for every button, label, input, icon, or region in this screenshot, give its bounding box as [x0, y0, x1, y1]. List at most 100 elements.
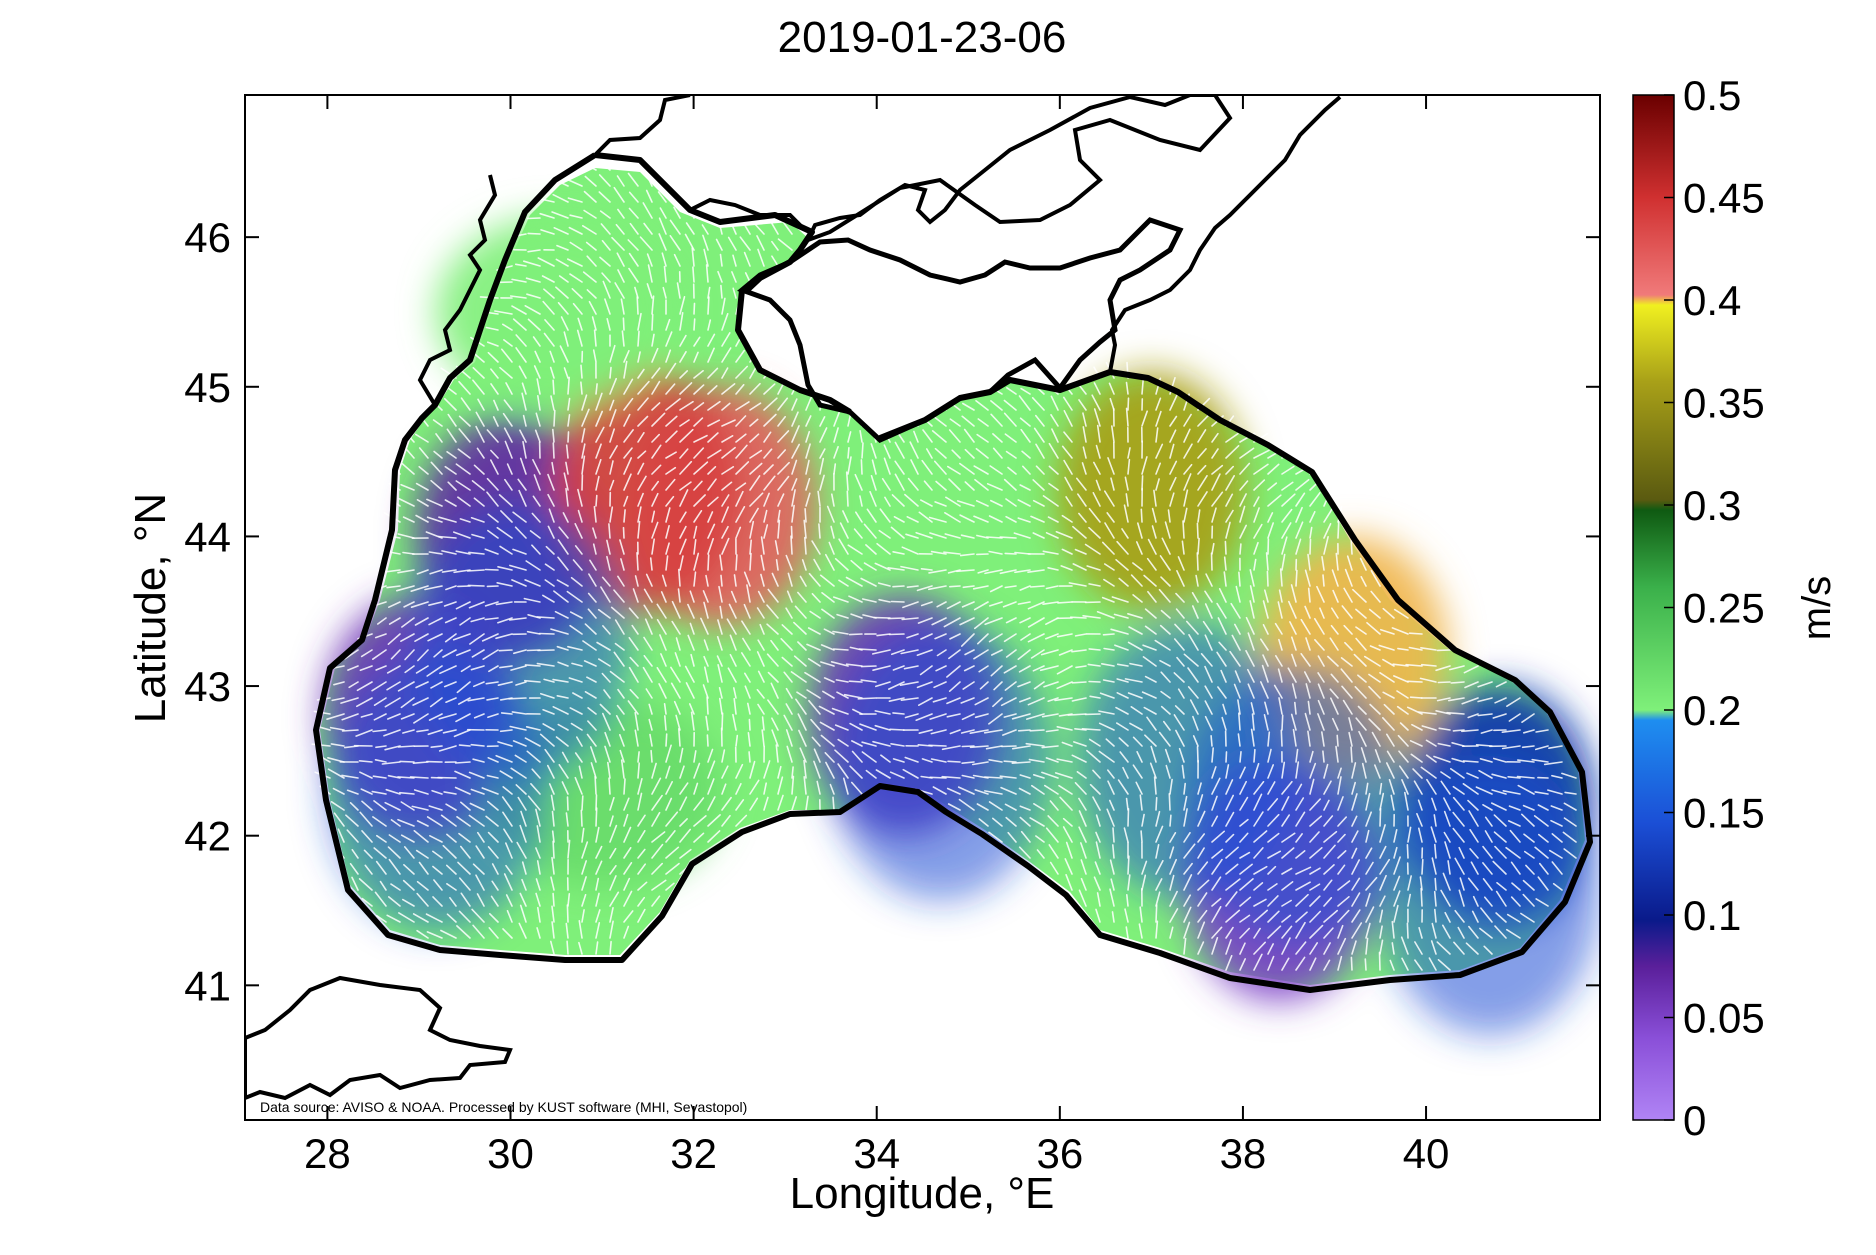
velocity-arrow — [819, 524, 820, 538]
velocity-arrow — [581, 382, 582, 394]
velocity-arrow — [1351, 541, 1352, 554]
velocity-arrow — [1365, 959, 1366, 970]
velocity-arrow — [502, 713, 512, 714]
colorbar-tick-label: 0.1 — [1683, 892, 1741, 939]
y-tick-label: 44 — [184, 513, 231, 560]
velocity-arrow — [1019, 730, 1030, 731]
velocity-arrow — [1198, 747, 1199, 762]
y-tick-label: 46 — [184, 214, 231, 261]
velocity-arrow — [609, 524, 610, 538]
velocity-arrow — [528, 233, 540, 234]
velocity-arrow — [1169, 794, 1170, 810]
velocity-arrow — [1351, 747, 1352, 762]
velocity-arrow — [833, 797, 834, 810]
velocity-arrow — [1005, 553, 1016, 554]
velocity-arrow — [1422, 860, 1423, 874]
velocity-arrow — [581, 365, 582, 378]
velocity-arrow — [848, 448, 849, 458]
velocity-arrow — [596, 384, 597, 394]
velocity-arrow — [1141, 509, 1142, 522]
data-source-note: Data source: AVISO & NOAA. Processed by … — [260, 1099, 747, 1115]
velocity-arrow — [1380, 809, 1381, 826]
velocity-arrow — [890, 729, 904, 730]
velocity-arrow — [499, 650, 512, 651]
velocity-arrow — [554, 411, 555, 426]
velocity-arrow — [610, 942, 611, 954]
velocity-arrow — [1240, 544, 1241, 554]
velocity-arrow — [805, 509, 806, 522]
velocity-arrow — [1351, 957, 1352, 970]
velocity-arrow — [624, 528, 625, 538]
velocity-arrow — [1002, 746, 1016, 747]
x-tick-label: 32 — [670, 1130, 717, 1177]
velocity-arrow — [707, 697, 708, 714]
velocity-arrow — [1410, 633, 1422, 634]
velocity-arrow — [567, 905, 568, 922]
velocity-arrow — [1323, 751, 1324, 762]
velocity-arrow — [791, 536, 792, 554]
velocity-arrow — [553, 380, 554, 394]
velocity-arrow — [1438, 682, 1450, 683]
velocity-arrow — [637, 553, 638, 570]
velocity-arrow — [948, 761, 960, 762]
velocity-arrow — [1407, 923, 1408, 938]
velocity-arrow — [1004, 761, 1016, 762]
velocity-arrow — [468, 570, 484, 571]
velocity-arrow — [623, 318, 624, 330]
velocity-arrow — [610, 368, 611, 378]
colorbar-tick-label: 0.4 — [1683, 277, 1741, 324]
velocity-arrow — [1338, 520, 1339, 538]
velocity-arrow — [1156, 798, 1157, 810]
velocity-arrow — [708, 297, 709, 314]
colorbar-tick-label: 0.35 — [1683, 380, 1765, 427]
velocity-arrow — [1068, 714, 1086, 715]
velocity-arrow — [596, 808, 597, 826]
velocity-arrow — [553, 443, 554, 458]
velocity-arrow — [581, 810, 582, 826]
velocity-arrow — [749, 720, 750, 730]
x-tick-label: 38 — [1220, 1130, 1267, 1177]
velocity-arrow — [1337, 735, 1338, 746]
velocity-arrow — [651, 751, 652, 762]
velocity-arrow — [1240, 752, 1241, 762]
velocity-arrow — [1128, 856, 1129, 874]
velocity-arrow — [1211, 736, 1212, 746]
velocity-arrow — [1212, 553, 1213, 570]
velocity-arrow — [708, 555, 709, 570]
velocity-arrow — [693, 267, 694, 282]
velocity-arrow — [985, 777, 1002, 778]
velocity-arrow — [652, 315, 653, 330]
velocity-arrow — [736, 555, 737, 570]
velocity-arrow — [1323, 575, 1324, 586]
velocity-arrow — [929, 745, 946, 746]
x-axis-label: Longitude, °E — [790, 1169, 1055, 1218]
velocity-arrow — [893, 713, 904, 714]
velocity-arrow — [638, 331, 639, 346]
velocity-arrow — [750, 554, 751, 570]
velocity-arrow — [1282, 715, 1283, 730]
velocity-arrow — [538, 650, 554, 651]
colorbar-tick-label: 0.15 — [1683, 790, 1765, 837]
velocity-arrow — [343, 730, 358, 731]
velocity-arrow — [862, 666, 876, 667]
colorbar-tick-label: 0.5 — [1683, 72, 1741, 119]
velocity-arrow — [847, 491, 848, 506]
velocity-arrow — [892, 602, 905, 603]
velocity-arrow — [1407, 845, 1408, 858]
velocity-arrow — [1000, 537, 1016, 538]
velocity-arrow — [553, 894, 554, 907]
velocity-arrow — [1170, 815, 1171, 826]
velocity-arrow — [950, 586, 960, 587]
velocity-arrow — [1128, 398, 1129, 410]
velocity-arrow — [1089, 682, 1100, 683]
velocity-arrow — [624, 779, 625, 794]
velocity-arrow — [568, 797, 569, 810]
velocity-arrow — [468, 585, 484, 586]
x-tick-label: 28 — [304, 1130, 351, 1177]
velocity-arrow — [1072, 682, 1086, 683]
speed-zone-halo — [327, 651, 547, 931]
velocity-arrow — [509, 698, 526, 699]
velocity-arrow — [1031, 586, 1044, 587]
velocity-arrow — [862, 443, 863, 458]
velocity-arrow — [567, 941, 568, 954]
